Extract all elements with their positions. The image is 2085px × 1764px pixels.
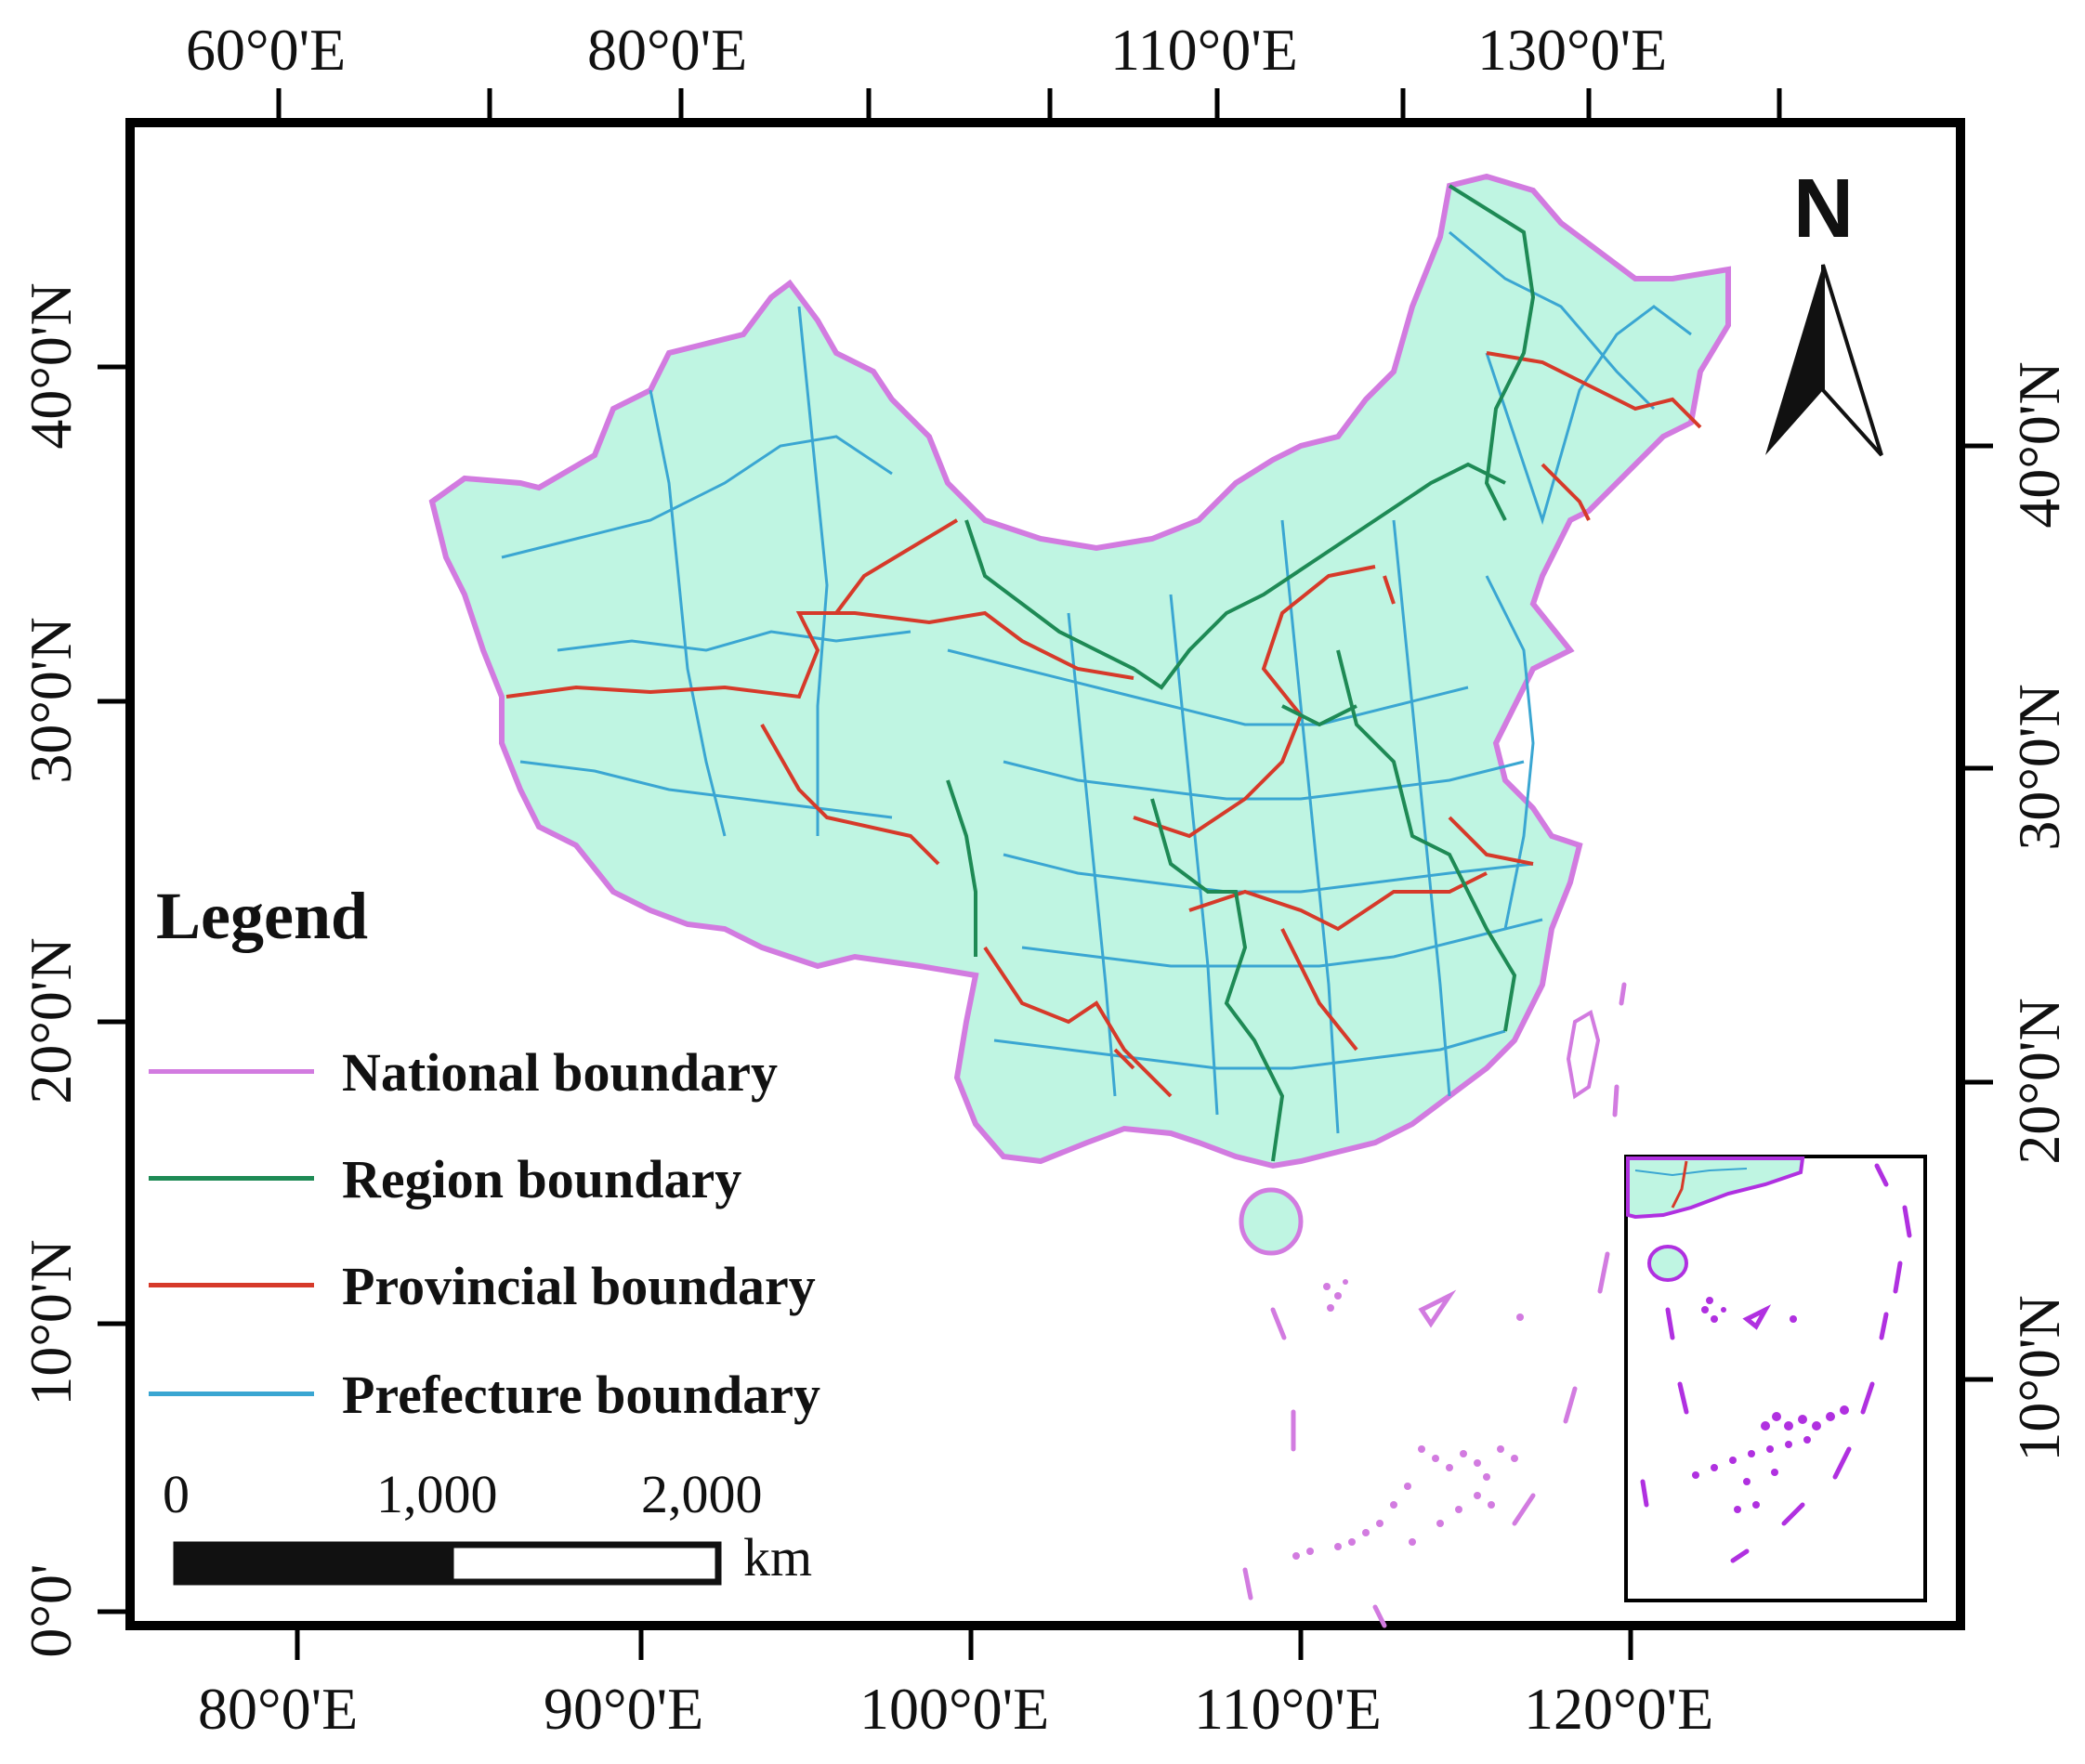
legend-swatch-region — [149, 1176, 314, 1181]
bottom-axis-label-110e: 110°0'E — [1194, 1676, 1382, 1742]
north-arrow — [1765, 264, 1883, 457]
legend-label-region: Region boundary — [342, 1149, 742, 1209]
legend-item-region: Region boundary — [149, 1143, 892, 1217]
legend-item-provincial: Provincial boundary — [149, 1249, 892, 1324]
legend-label-prefecture: Prefecture boundary — [342, 1365, 820, 1425]
left-axis-label-0: 0°0' — [18, 1563, 84, 1658]
right-axis-label-10n: 10°0'N — [2006, 1295, 2072, 1462]
inset-islands — [1692, 1297, 1849, 1513]
scale-bar — [173, 1541, 722, 1586]
china-landmass — [428, 173, 1731, 1169]
south-china-sea-islands — [1292, 1279, 1524, 1560]
top-axis-label-60e: 60°0'E — [186, 17, 347, 83]
scale-bar-white-segment — [447, 1541, 722, 1586]
south-china-sea-dashes — [1242, 982, 1627, 1628]
taiwan-island — [1566, 1009, 1601, 1100]
hainan-island — [1239, 1187, 1304, 1256]
inset-map — [1624, 1155, 1927, 1602]
legend-swatch-national — [149, 1069, 314, 1074]
provincial-boundaries — [505, 351, 1702, 1098]
inset-frame — [1624, 1155, 1927, 1602]
bottom-ticks — [295, 1627, 1633, 1660]
legend-label-national: National boundary — [342, 1042, 778, 1103]
legend-title: Legend — [156, 879, 369, 953]
scale-unit-km: km — [743, 1527, 813, 1588]
inset-coast — [1626, 1156, 1805, 1220]
right-ticks — [1962, 443, 1993, 1382]
legend-item-national: National boundary — [149, 1036, 892, 1110]
top-axis-label-80e: 80°0'E — [587, 17, 748, 83]
legend-label-provincial: Provincial boundary — [342, 1256, 816, 1316]
inset-hainan — [1647, 1245, 1688, 1282]
bottom-axis-label-120e: 120°0'E — [1524, 1676, 1714, 1742]
top-ticks — [276, 88, 1782, 121]
right-axis-label-30n: 30°0'N — [2006, 684, 2072, 851]
left-ticks — [98, 364, 128, 1614]
scale-label-2000: 2,000 — [641, 1464, 763, 1524]
scale-label-1000: 1,000 — [376, 1464, 498, 1524]
north-arrow-label: N — [1793, 163, 1854, 255]
top-axis-label-110e: 110°0'E — [1110, 17, 1298, 83]
region-boundaries — [946, 184, 1536, 1162]
legend-swatch-prefecture — [149, 1392, 314, 1396]
top-axis-label-130e: 130°0'E — [1477, 17, 1668, 83]
left-axis-label-40n: 40°0'N — [18, 282, 84, 450]
right-axis-label-40n: 40°0'N — [2006, 361, 2072, 529]
left-axis-label-20n: 20°0'N — [18, 937, 84, 1104]
bottom-axis-label-90e: 90°0'E — [544, 1676, 704, 1742]
scale-bar-black-segment — [177, 1545, 451, 1582]
left-axis-label-10n: 10°0'N — [18, 1239, 84, 1406]
legend-item-prefecture: Prefecture boundary — [149, 1358, 892, 1432]
bottom-axis-label-100e: 100°0'E — [859, 1676, 1050, 1742]
right-axis-label-20n: 20°0'N — [2006, 998, 2072, 1165]
bottom-axis-label-80e: 80°0'E — [198, 1676, 359, 1742]
prefecture-boundaries — [501, 230, 1692, 1134]
legend-swatch-provincial — [149, 1283, 314, 1287]
left-axis-label-30n: 30°0'N — [18, 617, 84, 784]
scale-label-0: 0 — [163, 1464, 190, 1524]
inset-dashes — [1640, 1163, 1912, 1563]
